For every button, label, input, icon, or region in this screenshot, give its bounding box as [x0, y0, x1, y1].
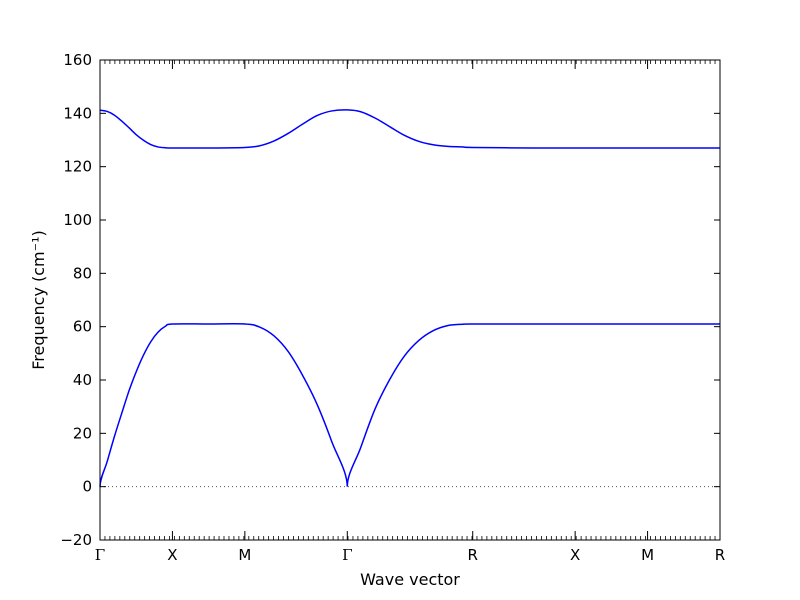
y-tick-label: 160	[63, 51, 92, 69]
y-tick-label: −20	[60, 531, 92, 549]
plot-area: −20 0 20 40 60 80 100 120 140 160 Γ X M Γ R X M R	[60, 51, 725, 564]
x-tick-label: X	[570, 546, 580, 564]
series-group	[99, 109, 720, 487]
x-tick-label: M	[641, 546, 654, 564]
y-tick-label: 80	[73, 264, 92, 282]
y-tick-label: 40	[73, 371, 92, 389]
y-tick-label: 140	[63, 104, 92, 122]
x-tick-label: R	[715, 546, 725, 564]
x-tick-label: M	[238, 546, 251, 564]
x-axis-label: Wave vector	[360, 570, 460, 589]
y-axis-label: Frequency (cm⁻¹)	[29, 230, 48, 369]
series-line-2	[99, 109, 720, 149]
series-line-1	[99, 323, 720, 487]
y-tick-label: 100	[63, 211, 92, 229]
y-tick-label: 0	[82, 478, 92, 496]
plot-frame	[99, 59, 721, 541]
x-tick-label: Γ	[95, 546, 105, 564]
x-tick-label: X	[167, 546, 177, 564]
y-tick-label: 20	[73, 424, 92, 442]
x-tick-label: R	[468, 546, 478, 564]
x-minor-ticks	[99, 60, 721, 540]
y-axis-ticks: −20 0 20 40 60 80 100 120 140 160	[60, 51, 720, 549]
x-tick-label: Γ	[342, 546, 352, 564]
y-tick-label: 60	[73, 318, 92, 336]
y-tick-label: 120	[63, 158, 92, 176]
